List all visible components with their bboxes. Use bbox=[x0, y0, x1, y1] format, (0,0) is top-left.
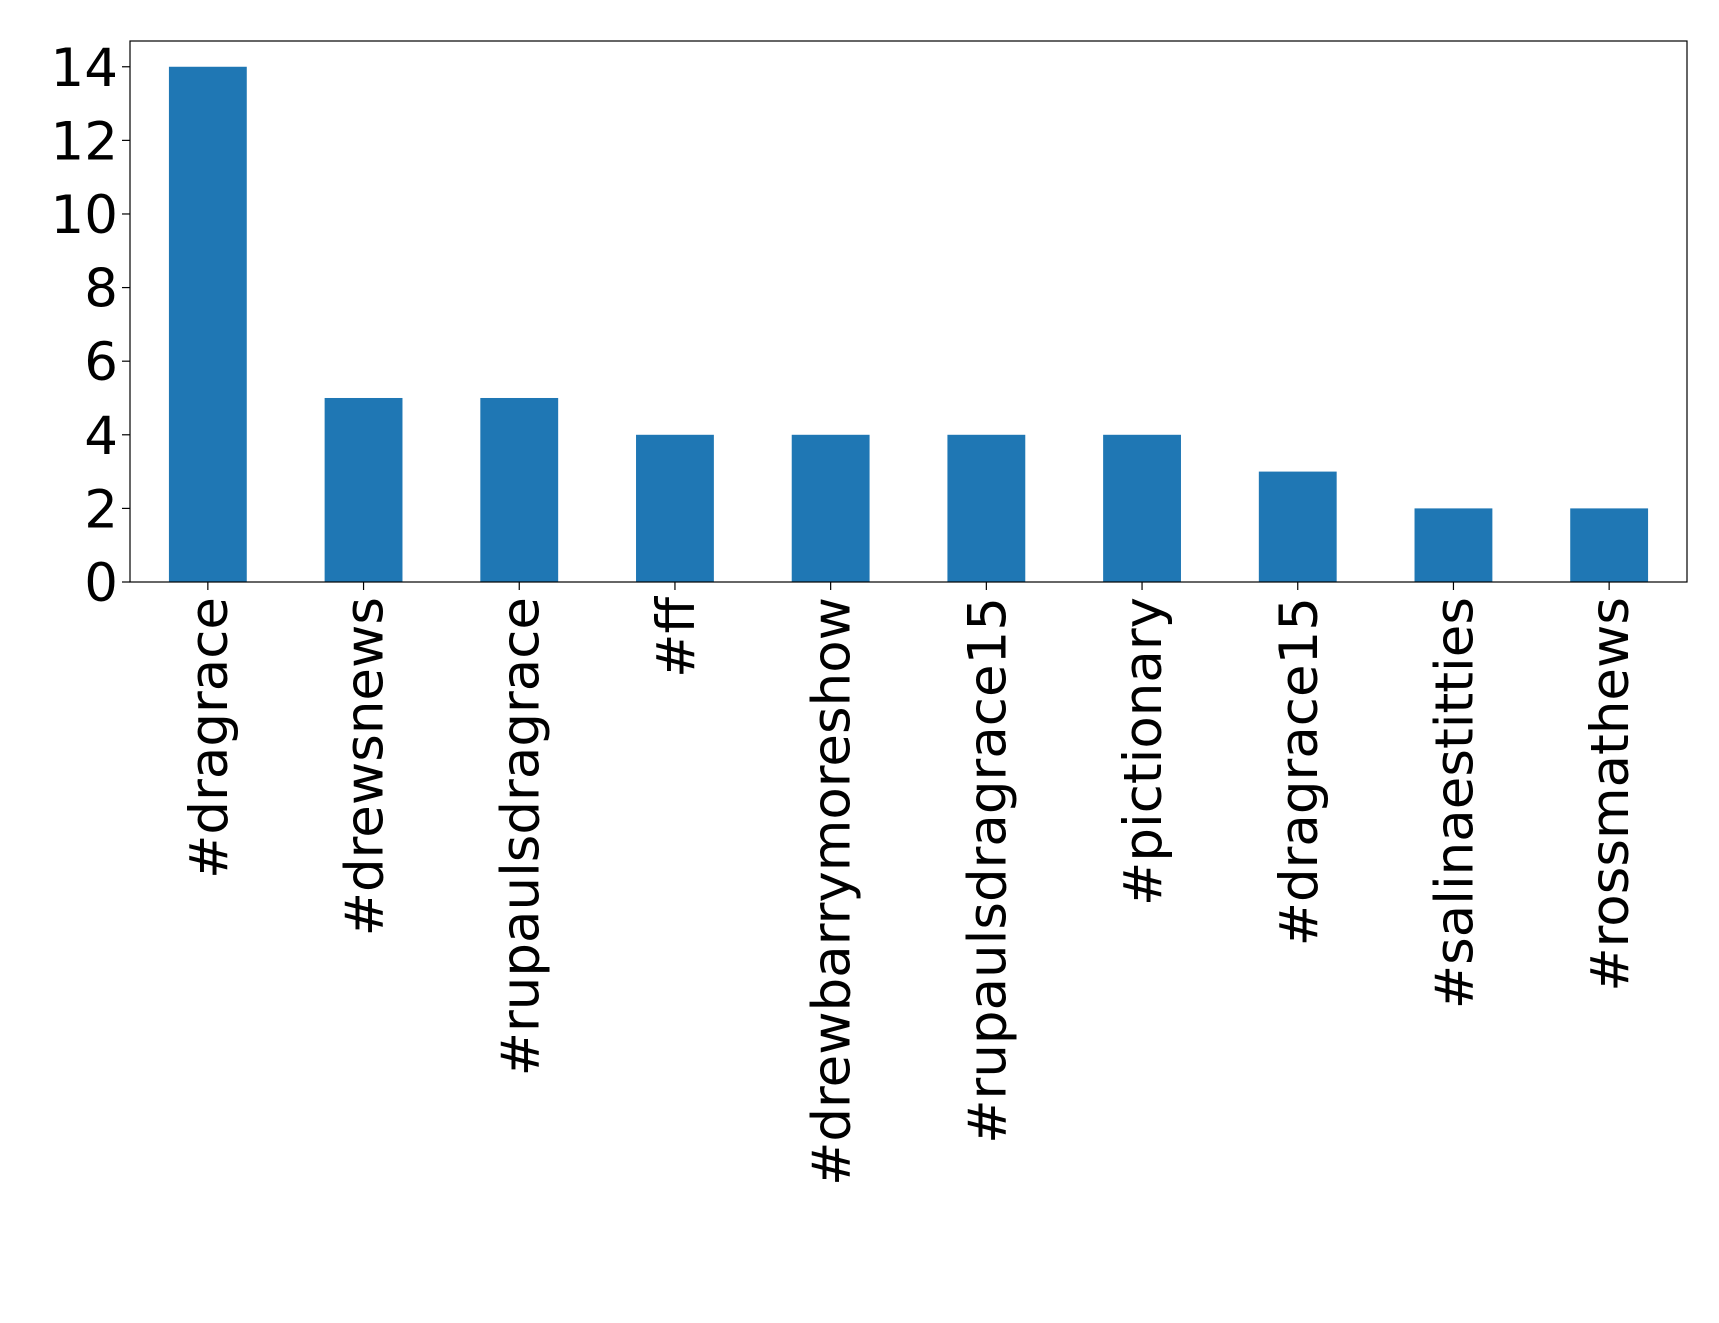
x-tick-label: #ff bbox=[646, 596, 707, 678]
bar bbox=[791, 434, 870, 582]
y-tick-label: 4 bbox=[84, 406, 118, 467]
bar bbox=[1103, 434, 1181, 582]
bar bbox=[480, 397, 559, 582]
bar bbox=[1258, 471, 1337, 582]
x-tick-label: #drewsnews bbox=[335, 597, 396, 936]
y-tick-label: 10 bbox=[51, 185, 118, 246]
bar bbox=[1570, 508, 1649, 582]
y-tick-label: 0 bbox=[84, 553, 118, 614]
y-tick-label: 8 bbox=[84, 259, 118, 320]
x-tick-label: #salinaestitties bbox=[1424, 597, 1485, 1009]
x-tick-label: #rupaulsdragrace15 bbox=[957, 597, 1018, 1144]
y-tick-label: 14 bbox=[51, 38, 118, 99]
bar bbox=[636, 434, 714, 582]
x-tick-label: #rupaulsdragrace bbox=[490, 597, 551, 1076]
plot-frame bbox=[129, 40, 1688, 583]
y-tick-label: 12 bbox=[51, 111, 118, 172]
x-tick-label: #rossmathews bbox=[1580, 597, 1641, 992]
y-tick-label: 2 bbox=[84, 479, 118, 540]
y-tick-label: 6 bbox=[84, 332, 118, 393]
bar bbox=[168, 66, 247, 582]
x-tick-label: #drewbarrymoreshow bbox=[802, 597, 863, 1186]
bar bbox=[1414, 508, 1493, 582]
bar bbox=[947, 434, 1026, 582]
x-tick-label: #pictionary bbox=[1113, 597, 1174, 906]
bar bbox=[324, 397, 403, 582]
x-tick-label: #dragrace15 bbox=[1269, 597, 1330, 946]
x-tick-label: #dragrace bbox=[179, 597, 240, 879]
